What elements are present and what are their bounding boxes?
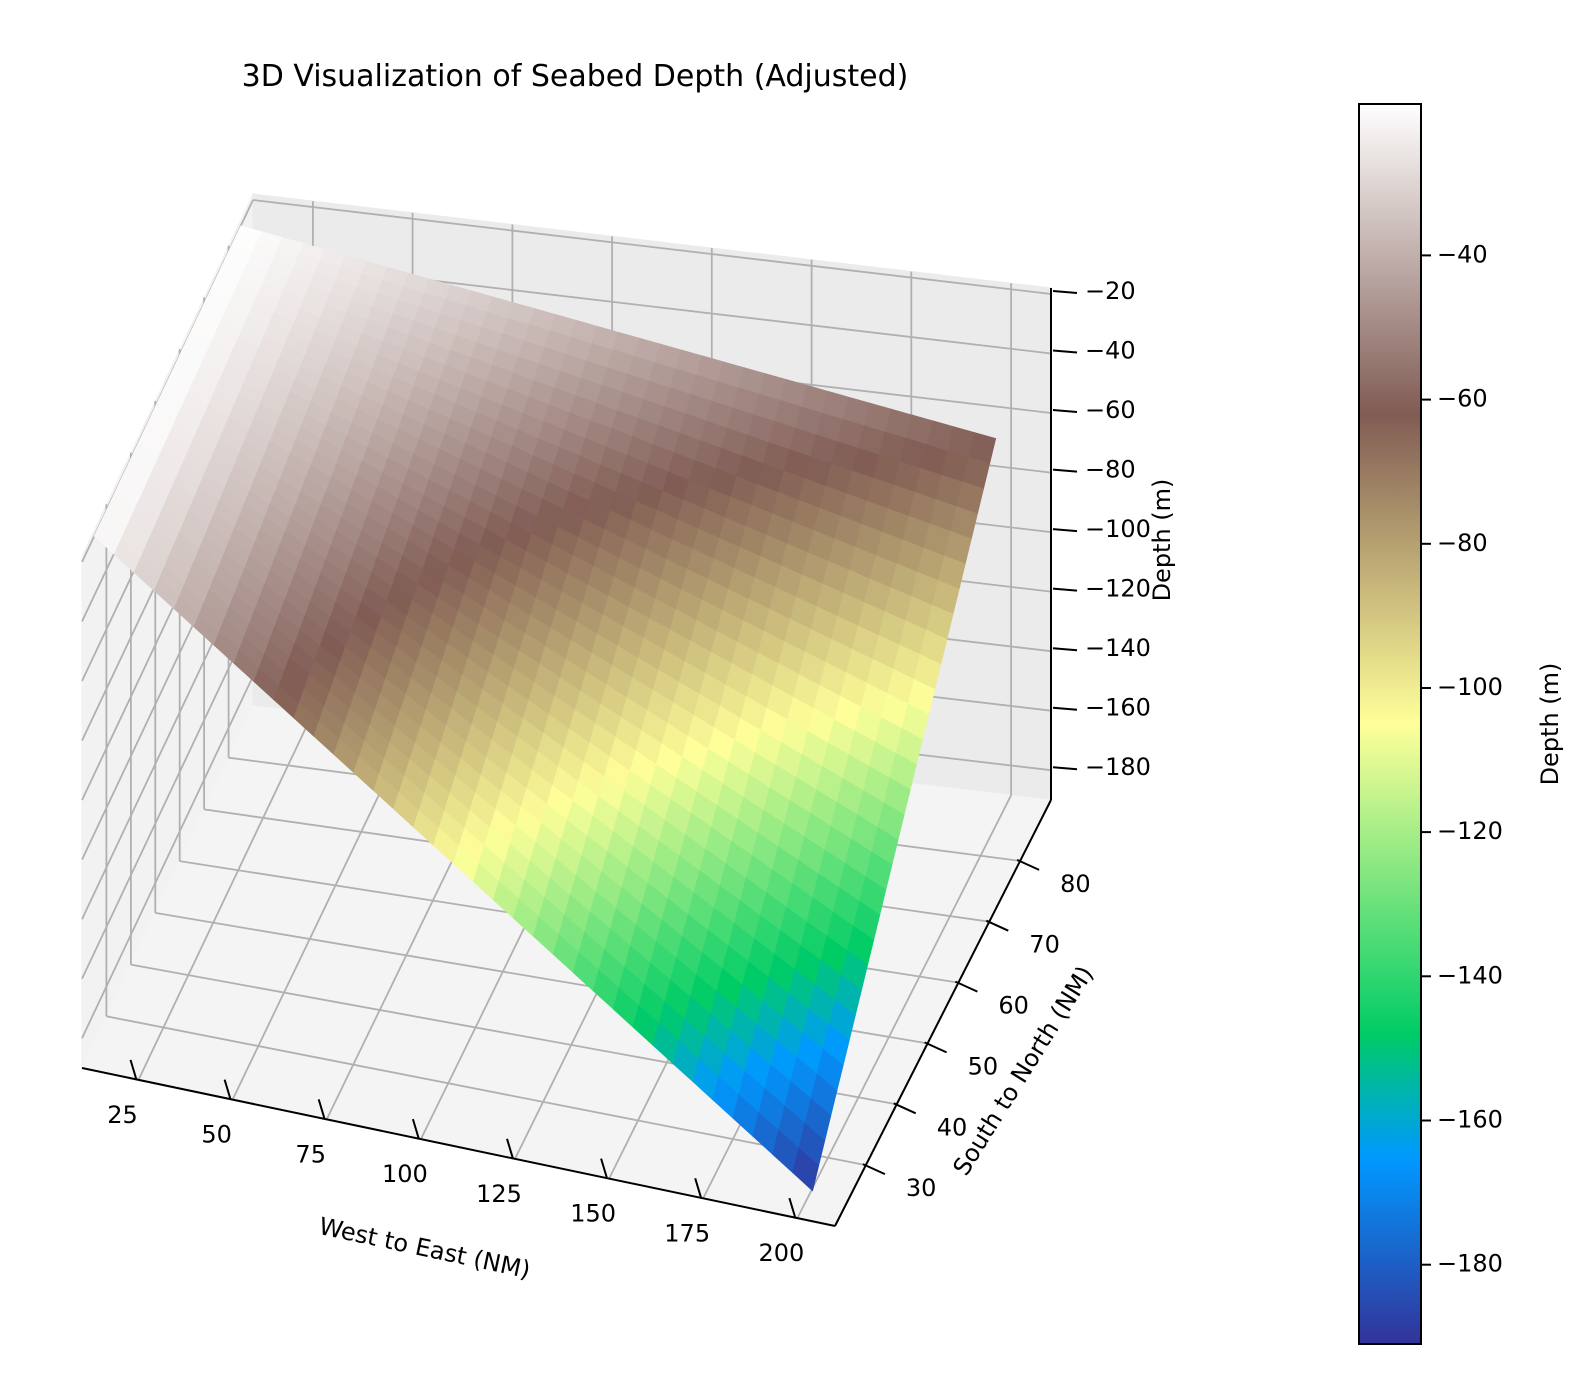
- surface-plot: [93, 225, 997, 1192]
- colorbar-tick-label: −100: [1437, 673, 1503, 701]
- surface-facet: [792, 1147, 820, 1192]
- z-tick: [1052, 528, 1078, 533]
- colorbar-tick-label: −180: [1437, 1250, 1503, 1278]
- y-tick: [985, 919, 1009, 932]
- y-tick: [862, 1163, 886, 1176]
- y-axis-line: [834, 799, 1052, 1227]
- colorbar-tick-label: −160: [1437, 1106, 1503, 1134]
- x-tick-label: 75: [295, 1140, 326, 1168]
- z-tick-label: −140: [1085, 634, 1151, 662]
- z-axis-label: Depth (m): [1148, 479, 1176, 602]
- x-axis-label: West to East (NM): [317, 1212, 533, 1284]
- x-tick-label: 100: [382, 1160, 428, 1188]
- x-tick: [600, 1158, 609, 1179]
- axis-ticks: 25 50 75 100 125 150 175 200 30 40 50 60 70 80 −20 −40 −…: [107, 277, 1151, 1267]
- z-tick-label: −40: [1085, 337, 1136, 365]
- x-tick: [411, 1118, 420, 1140]
- x-tick: [223, 1079, 232, 1100]
- chart-title: 3D Visualization of Seabed Depth (Adjust…: [242, 59, 909, 94]
- gridline-left-z: [81, 675, 254, 1039]
- x-tick: [694, 1178, 703, 1199]
- z-tick-label: −180: [1085, 753, 1151, 781]
- y-tick: [924, 1041, 948, 1054]
- z-tick-label: −120: [1085, 575, 1151, 603]
- axis-lines: [81, 288, 1052, 1227]
- z-tick-label: −60: [1085, 396, 1136, 424]
- y-tick-label: 50: [968, 1052, 999, 1080]
- x-axis-line: [81, 1067, 836, 1227]
- x-tick-label: 125: [476, 1180, 522, 1208]
- x-tick-label: 175: [664, 1219, 710, 1247]
- x-tick-label: 200: [758, 1239, 804, 1267]
- gridline-floor-x: [796, 794, 1012, 1219]
- z-tick-label: −20: [1085, 277, 1136, 305]
- gridline-back-z: [252, 199, 1052, 295]
- gridline-left-z: [81, 616, 254, 980]
- colorbar-tick-label: −60: [1437, 385, 1488, 413]
- y-tick-label: 30: [906, 1174, 937, 1202]
- x-tick: [506, 1138, 514, 1160]
- gridline-floor-y: [106, 1015, 867, 1166]
- colorbar-label: Depth (m): [1536, 663, 1564, 786]
- z-tick: [1052, 409, 1078, 413]
- x-tick-label: 25: [107, 1101, 138, 1129]
- colorbar-tick-label: −140: [1437, 961, 1503, 989]
- x-tick: [129, 1059, 138, 1081]
- colorbar-tick-label: −40: [1437, 240, 1488, 268]
- colorbar-ticks: −40 −60 −80 −100 −120 −140 −160 −180: [1421, 240, 1503, 1278]
- y-tick-label: 40: [937, 1113, 968, 1141]
- colorbar-tick-label: −120: [1437, 817, 1503, 845]
- x-tick-label: 50: [201, 1121, 232, 1149]
- z-tick: [1052, 587, 1078, 592]
- colorbar: −40 −60 −80 −100 −120 −140 −160 −180 Depth (m): [1358, 103, 1564, 1345]
- y-tick: [954, 980, 978, 993]
- z-tick: [1052, 647, 1078, 652]
- x-tick: [317, 1099, 326, 1120]
- z-tick: [1052, 766, 1078, 771]
- y-tick: [893, 1102, 917, 1115]
- x-tick: [788, 1197, 797, 1219]
- y-tick-label: 80: [1060, 870, 1091, 898]
- y-tick-label: 60: [998, 992, 1029, 1020]
- z-tick-label: −160: [1085, 694, 1151, 722]
- z-tick-label: −100: [1085, 515, 1151, 543]
- z-tick: [1052, 290, 1078, 294]
- z-tick: [1052, 706, 1078, 711]
- z-tick-label: −80: [1085, 456, 1136, 484]
- gridline-floor-x: [137, 712, 314, 1081]
- colorbar-bar: [1358, 103, 1422, 1345]
- z-tick: [1052, 468, 1078, 473]
- y-tick: [1016, 858, 1040, 871]
- x-tick-label: 150: [570, 1200, 616, 1228]
- y-tick-label: 70: [1029, 931, 1060, 959]
- colorbar-tick-label: −80: [1437, 529, 1488, 557]
- z-tick: [1052, 349, 1078, 354]
